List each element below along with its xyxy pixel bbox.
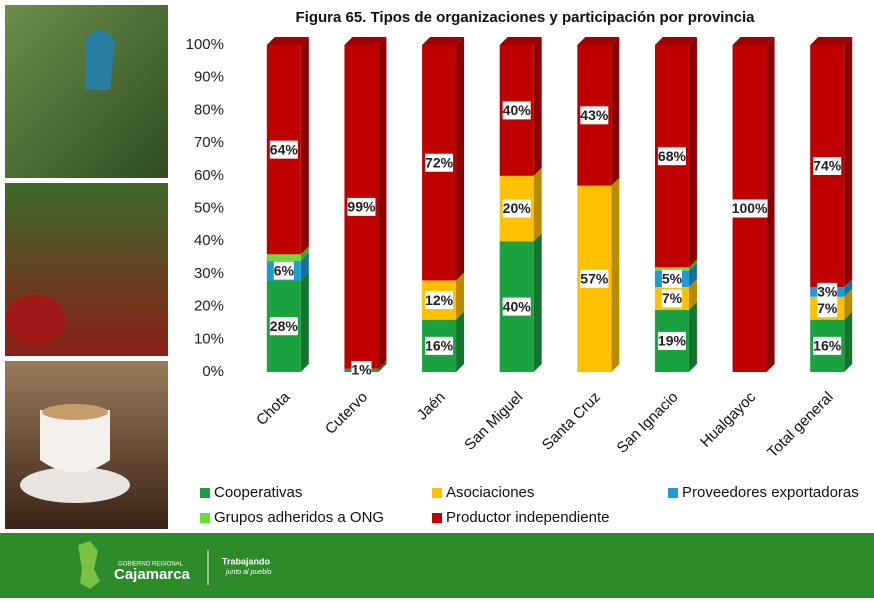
data-label: 68% — [658, 148, 687, 164]
y-tick-label: 100% — [186, 36, 224, 53]
x-tick-label: San Miguel — [461, 389, 526, 454]
photo-coffee — [42, 404, 108, 420]
photo-coffee-picker — [5, 5, 168, 178]
data-label: 6% — [274, 262, 295, 278]
bar-side — [844, 312, 852, 372]
y-tick-label: 90% — [194, 69, 224, 86]
data-label: 1% — [351, 362, 372, 378]
bar-side — [301, 272, 309, 372]
data-label: 12% — [425, 292, 454, 308]
x-tick-label: Total general — [764, 389, 837, 462]
legend-label: Productor independiente — [446, 509, 609, 526]
data-label: 64% — [270, 141, 299, 157]
bar-side — [456, 37, 464, 280]
slide: GOBIERNO REGIONAL Cajamarca Trabajando j… — [0, 0, 874, 598]
bar-side — [301, 37, 309, 254]
data-label: 57% — [580, 271, 609, 287]
data-label: 3% — [817, 284, 838, 300]
footer-slogan-2: junto al pueblo — [225, 569, 272, 576]
data-label: 7% — [662, 290, 683, 306]
data-label: 20% — [503, 200, 532, 216]
data-label: 28% — [270, 318, 299, 334]
data-label: 72% — [425, 154, 454, 170]
data-label: 74% — [813, 158, 842, 174]
x-tick-label: Chota — [253, 388, 294, 429]
y-tick-label: 0% — [202, 363, 224, 380]
bar-side — [844, 37, 852, 287]
footer-slogan-1: Trabajando — [222, 556, 271, 566]
legend-label: Asociaciones — [446, 484, 534, 501]
legend-swatch — [668, 488, 678, 498]
bar-side — [378, 37, 386, 369]
x-tick-label: Hualgayoc — [697, 388, 759, 450]
data-label: 43% — [580, 107, 609, 123]
data-label: 19% — [658, 333, 687, 349]
data-label: 40% — [503, 298, 532, 314]
y-tick-label: 80% — [194, 101, 224, 118]
bar-segment — [267, 254, 301, 261]
bar-side — [456, 312, 464, 372]
legend-swatch — [432, 513, 442, 523]
data-label: 16% — [813, 338, 842, 354]
data-label: 16% — [425, 338, 454, 354]
data-label: 7% — [817, 300, 838, 316]
photo-cherries-basket — [5, 295, 65, 345]
page: GOBIERNO REGIONAL Cajamarca Trabajando j… — [0, 0, 874, 598]
x-tick-label: Santa Cruz — [539, 389, 604, 454]
bar-side — [534, 37, 542, 176]
y-tick-label: 30% — [194, 265, 224, 282]
bar-side — [534, 233, 542, 372]
y-tick-label: 10% — [194, 330, 224, 347]
x-tick-label: Cutervo — [322, 389, 371, 438]
photo-figure — [85, 30, 115, 90]
legend-swatch — [200, 488, 210, 498]
y-tick-label: 20% — [194, 298, 224, 315]
bar-side — [456, 272, 464, 319]
data-label: 100% — [732, 200, 768, 216]
data-label: 40% — [503, 102, 532, 118]
bar-side — [534, 168, 542, 241]
legend-swatch — [432, 488, 442, 498]
chart-title: Figura 65. Tipos de organizaciones y par… — [295, 9, 755, 26]
bar-side — [689, 37, 697, 267]
x-tick-label: San Ignacio — [614, 389, 682, 457]
footer-region: Cajamarca — [114, 566, 191, 583]
data-label: 99% — [347, 199, 376, 215]
chart: 0% 10% 20% 30% 40% 50% 60% 70% 80% 90% 100% Chota Cu… — [186, 36, 859, 526]
y-tick-label: 70% — [194, 134, 224, 151]
bar-side — [689, 302, 697, 372]
bar-side — [611, 178, 619, 372]
y-tick-label: 40% — [194, 232, 224, 249]
bar-side — [611, 37, 619, 186]
legend-label: Grupos adheridos a ONG — [214, 509, 384, 526]
legend-swatch — [200, 513, 210, 523]
x-tick-label: Jaén — [414, 389, 449, 424]
y-tick-label: 60% — [194, 167, 224, 184]
y-tick-label: 50% — [194, 199, 224, 216]
legend-label: Proveedores exportadoras — [682, 484, 859, 501]
data-label: 5% — [662, 271, 683, 287]
bar-side — [767, 37, 775, 372]
legend-label: Cooperativas — [214, 484, 302, 501]
